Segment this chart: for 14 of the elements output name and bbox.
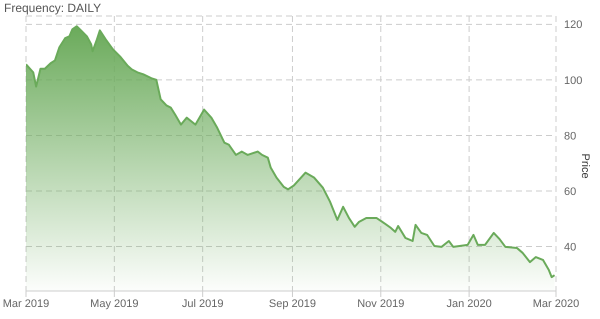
y-tick-label: 120: [564, 19, 582, 32]
y-tick-label: 80: [564, 130, 576, 142]
x-tick-label: Sep 2019: [268, 298, 316, 310]
chart-title: Frequency: DAILY: [4, 1, 102, 15]
y-tick-label: 60: [564, 186, 576, 198]
x-tick-label: Mar 2020: [532, 298, 580, 310]
y-tick-label: 100: [564, 74, 582, 87]
x-tick-label: Nov 2019: [357, 298, 404, 310]
y-axis-title: Price: [579, 154, 592, 179]
x-tick-label: May 2019: [90, 298, 138, 310]
x-tick-label: Jan 2020: [446, 298, 492, 310]
x-tick-label: Mar 2019: [2, 298, 50, 310]
x-tick-label: Jul 2019: [182, 298, 224, 310]
y-tick-label: 40: [564, 241, 576, 254]
